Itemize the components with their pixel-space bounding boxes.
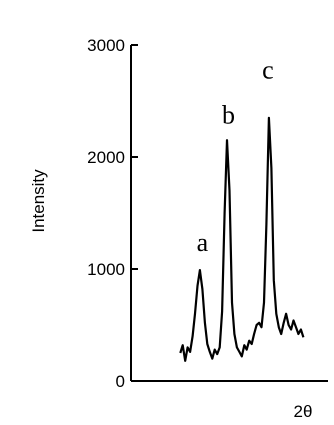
y-tick-label: 1000 [87, 260, 125, 279]
y-ticks: 0 1000 2000 3000 [87, 36, 138, 391]
xrd-pattern-line [179, 116, 305, 362]
y-axis-title: Intensity [29, 169, 48, 233]
peak-label-b: b [222, 100, 235, 129]
peak-label-a: a [197, 228, 209, 257]
y-tick-label: 3000 [87, 36, 125, 55]
y-tick-label: 2000 [87, 148, 125, 167]
y-tick-label: 0 [116, 372, 125, 391]
x-axis-title: 2θ [294, 402, 313, 421]
series-group [179, 116, 305, 362]
peak-annotations: a bc [197, 56, 274, 257]
peak-label-c: c [262, 56, 274, 85]
